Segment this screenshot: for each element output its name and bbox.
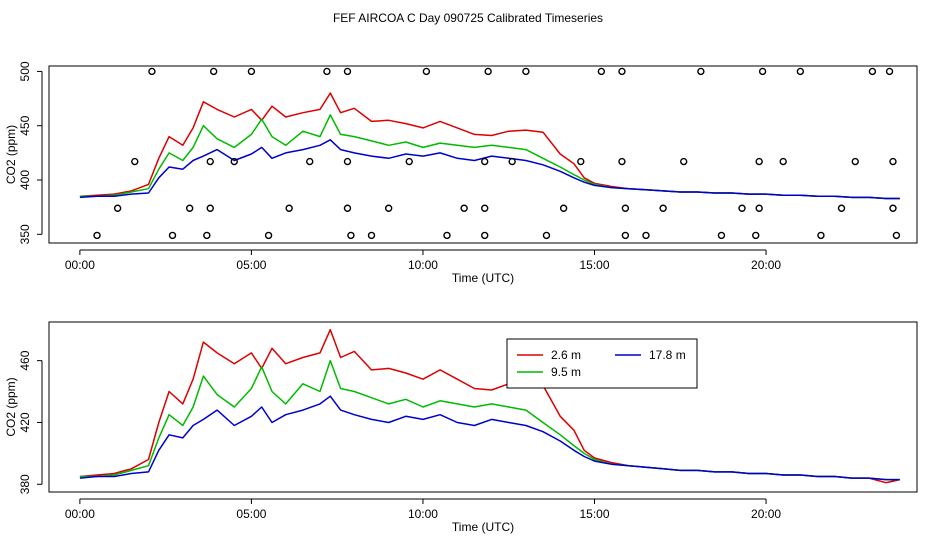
x-tick-label: 00:00	[65, 258, 95, 272]
flag-point	[185, 204, 194, 212]
flag-point	[113, 204, 122, 212]
flag-point	[837, 204, 846, 212]
plot-frame	[48, 65, 918, 244]
flag-point	[443, 231, 451, 240]
flag-point	[422, 67, 431, 76]
flag-point	[621, 204, 630, 212]
flag-point	[779, 157, 787, 166]
flag-point	[131, 157, 139, 166]
flag-point	[618, 67, 626, 76]
flag-point	[481, 204, 489, 212]
y-tick-label: 450	[18, 115, 32, 135]
flag-point	[306, 157, 314, 166]
flag-point	[460, 204, 468, 212]
flag-point	[542, 231, 551, 240]
flag-point	[343, 204, 352, 212]
y-tick-label: 500	[18, 61, 32, 81]
flag-point	[559, 204, 568, 212]
flag-point	[868, 67, 877, 76]
flag-point	[343, 67, 352, 76]
flag-point	[642, 231, 650, 240]
flag-point	[680, 157, 688, 166]
y-tick-label: 400	[18, 170, 32, 190]
flag-point	[752, 231, 760, 240]
series-line-2-6-m	[79, 328, 900, 484]
flag-point	[892, 231, 901, 240]
flag-point	[597, 67, 606, 76]
plot-frame	[48, 321, 918, 493]
top-panel: 00:00 05:00 10:00 15:00 20:00 Time (UTC) 350 40…	[4, 61, 918, 285]
flag-point	[618, 157, 626, 166]
flag-point	[405, 157, 413, 166]
flag-point	[508, 157, 516, 166]
flag-point	[264, 231, 273, 240]
flag-point	[148, 67, 156, 76]
x-tick-label: 15:00	[579, 258, 609, 272]
figure-title: FEF AIRCOA C Day 090725 Calibrated Times…	[333, 11, 603, 25]
legend-label: 2.6 m	[551, 348, 581, 362]
flag-point	[230, 157, 238, 166]
flag-point	[481, 157, 489, 166]
flag-point	[203, 231, 211, 240]
legend-label: 9.5 m	[551, 365, 581, 379]
flag-point	[889, 204, 897, 212]
flag-point	[384, 204, 393, 212]
flag-point	[885, 67, 894, 76]
flag-point	[93, 231, 101, 240]
legend-box	[506, 338, 698, 389]
flag-point	[758, 67, 767, 76]
flag-point	[347, 231, 355, 240]
flag-point	[717, 231, 726, 240]
x-tick-label: 00:00	[65, 507, 95, 521]
x-tick-label: 05:00	[236, 507, 266, 521]
flag-point	[755, 204, 763, 212]
y-tick-label: 380	[18, 474, 32, 494]
flag-point	[206, 204, 214, 212]
flag-point	[168, 231, 177, 240]
flag-point	[796, 67, 805, 76]
legend-label: 17.8 m	[649, 348, 686, 362]
x-tick-label: 10:00	[408, 258, 438, 272]
flag-point	[285, 204, 293, 212]
y-axis-label: CO2 (ppm)	[4, 125, 18, 184]
flag-point	[659, 204, 667, 212]
flag-point	[481, 231, 489, 240]
flag-point	[697, 67, 705, 76]
x-tick-label: 15:00	[579, 507, 609, 521]
x-axis-label: Time (UTC)	[452, 520, 514, 534]
flag-point	[206, 157, 214, 166]
flag-point	[484, 67, 492, 76]
flag-point	[209, 67, 218, 76]
flag-point	[621, 231, 630, 240]
series-line-17-8-m	[79, 395, 900, 481]
flag-point	[577, 157, 585, 166]
series-line-17-8-m	[79, 139, 900, 200]
flag-point	[889, 157, 897, 166]
flag-point	[522, 67, 530, 76]
flag-point	[323, 67, 331, 76]
x-tick-label: 20:00	[751, 507, 781, 521]
flag-point	[755, 157, 763, 166]
x-axis-label: Time (UTC)	[452, 271, 514, 285]
y-tick-label: 460	[18, 350, 32, 370]
flag-point	[367, 231, 376, 240]
flag-point	[851, 157, 859, 166]
flag-point	[247, 67, 256, 76]
flag-point	[738, 204, 746, 212]
bottom-panel: 00:00 05:00 10:00 15:00 20:00 Time (UTC) 380 42…	[4, 321, 918, 534]
flag-point	[343, 157, 352, 166]
x-tick-label: 20:00	[751, 258, 781, 272]
x-tick-label: 10:00	[408, 507, 438, 521]
y-tick-label: 350	[18, 224, 32, 244]
y-axis-label: CO2 (ppm)	[4, 377, 18, 436]
flag-point	[817, 231, 825, 240]
y-tick-label: 420	[18, 412, 32, 432]
x-tick-label: 05:00	[236, 258, 266, 272]
